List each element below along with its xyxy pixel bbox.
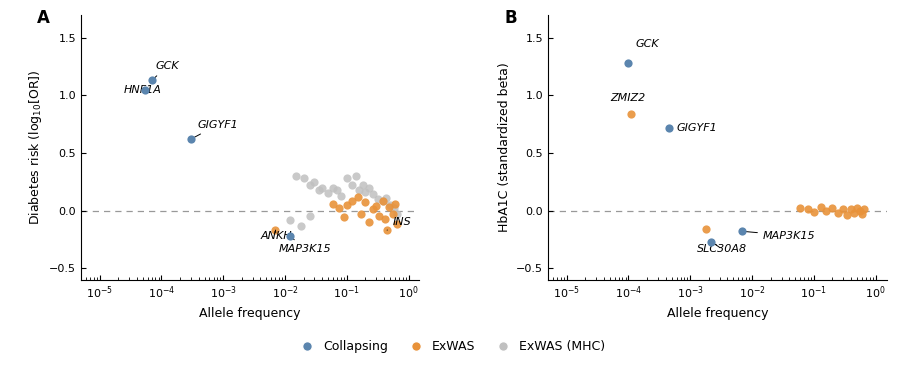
Point <box>801 206 815 212</box>
Point <box>268 227 283 233</box>
X-axis label: Allele frequency: Allele frequency <box>667 307 768 320</box>
Text: HNF1A: HNF1A <box>124 85 162 95</box>
Point <box>825 205 840 211</box>
Point <box>293 223 308 229</box>
Text: MAP3K15: MAP3K15 <box>279 238 331 254</box>
Text: A: A <box>37 10 50 28</box>
Text: GIGYF1: GIGYF1 <box>194 120 238 138</box>
Text: SLC30A8: SLC30A8 <box>698 243 747 254</box>
Point <box>283 233 297 239</box>
Point <box>366 191 381 197</box>
Point <box>814 204 828 210</box>
Point <box>382 202 397 208</box>
Point <box>283 217 297 223</box>
Point <box>332 205 347 211</box>
Point <box>621 60 635 66</box>
Point <box>375 198 390 204</box>
Y-axis label: Diabetes risk (log$_{10}$[OR]): Diabetes risk (log$_{10}$[OR]) <box>27 70 43 225</box>
Point <box>302 213 317 219</box>
Point <box>139 86 153 92</box>
Text: GCK: GCK <box>635 39 659 49</box>
Point <box>311 187 326 193</box>
Point <box>345 198 359 204</box>
Point <box>326 201 340 206</box>
Point <box>184 136 198 142</box>
Point <box>145 77 159 83</box>
Text: GIGYF1: GIGYF1 <box>669 123 717 133</box>
Point <box>358 189 373 195</box>
Point <box>350 194 365 200</box>
Text: GCK: GCK <box>154 61 179 78</box>
Point <box>289 173 303 179</box>
Point <box>836 206 850 212</box>
Text: MAP3K15: MAP3K15 <box>745 230 815 241</box>
Point <box>362 219 376 225</box>
Legend: Collapsing, ExWAS, ExWAS (MHC): Collapsing, ExWAS, ExWAS (MHC) <box>290 335 610 358</box>
Point <box>356 182 370 188</box>
Point <box>390 211 404 217</box>
Point <box>844 206 859 212</box>
Point <box>371 196 385 202</box>
Point <box>704 239 718 245</box>
Point <box>832 210 846 216</box>
Point <box>735 229 750 234</box>
Y-axis label: HbA1C (standardized beta): HbA1C (standardized beta) <box>498 62 510 232</box>
Point <box>321 190 336 196</box>
Point <box>337 215 351 220</box>
Text: ZMIZ2: ZMIZ2 <box>610 93 645 103</box>
Point <box>390 222 404 227</box>
Point <box>378 216 392 222</box>
Text: ANKH: ANKH <box>260 230 292 241</box>
Point <box>296 176 310 181</box>
Point <box>382 204 396 210</box>
Point <box>372 213 386 219</box>
Text: B: B <box>504 10 517 28</box>
Point <box>348 173 363 179</box>
Point <box>369 203 383 209</box>
Point <box>339 202 354 208</box>
Point <box>698 226 713 232</box>
Point <box>315 185 329 191</box>
Point <box>388 201 402 206</box>
Point <box>366 206 381 212</box>
Point <box>387 205 401 211</box>
Point <box>379 195 393 201</box>
Point <box>330 187 345 193</box>
Point <box>302 182 317 188</box>
Point <box>334 192 348 198</box>
Point <box>307 179 321 185</box>
Point <box>841 212 855 218</box>
Point <box>852 208 867 213</box>
Point <box>345 182 359 188</box>
Point <box>806 209 821 215</box>
Point <box>847 210 861 216</box>
Point <box>855 211 869 217</box>
Text: INS: INS <box>387 217 411 230</box>
Point <box>358 199 373 205</box>
Point <box>662 125 676 131</box>
Point <box>354 211 368 217</box>
Point <box>339 176 354 181</box>
Point <box>385 211 400 217</box>
Point <box>857 206 871 212</box>
Point <box>375 198 390 204</box>
Point <box>793 205 807 211</box>
Point <box>850 205 864 211</box>
Point <box>352 187 366 193</box>
Point <box>380 227 394 233</box>
Point <box>326 185 340 191</box>
Point <box>362 185 376 191</box>
Point <box>819 208 833 213</box>
X-axis label: Allele frequency: Allele frequency <box>200 307 301 320</box>
Point <box>624 111 638 117</box>
